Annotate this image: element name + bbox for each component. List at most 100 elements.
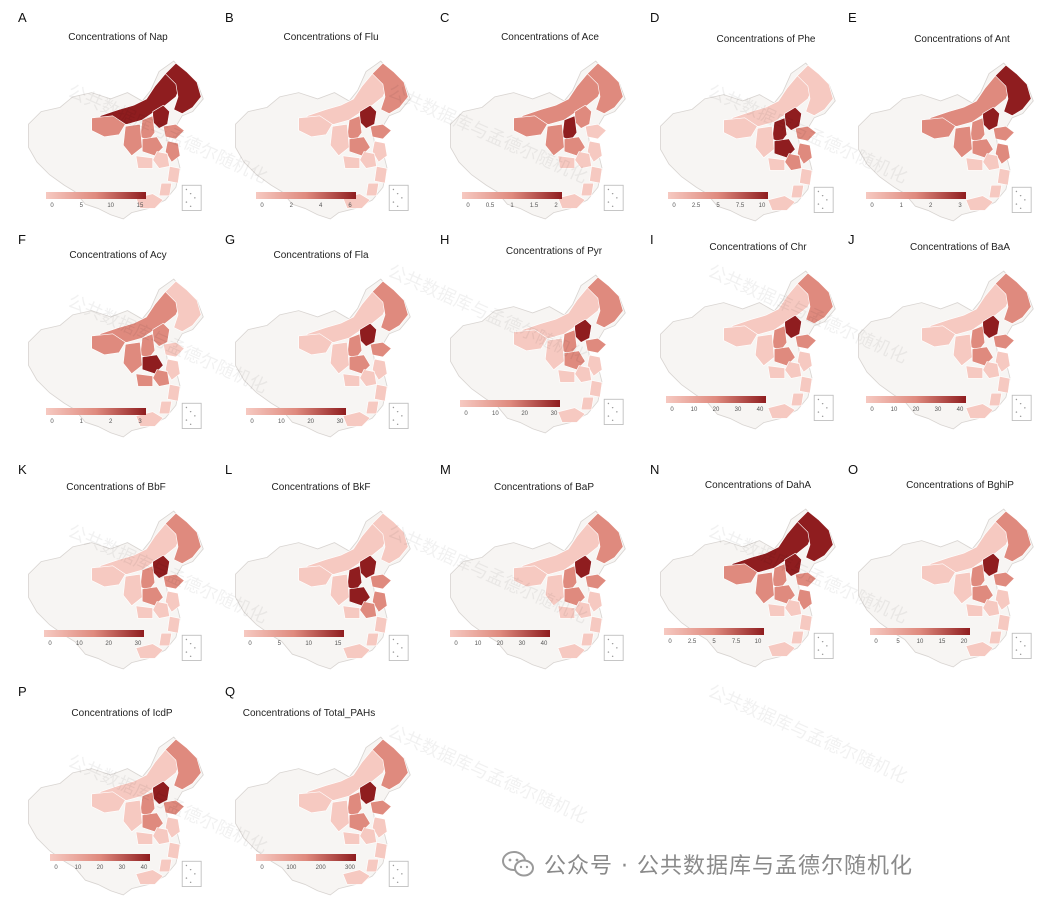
legend-tick-label: 10	[75, 641, 83, 647]
province-henan	[563, 350, 586, 371]
legend-tick-label: 10	[916, 639, 924, 645]
province-guangdong	[965, 403, 994, 419]
panel-title: Concentrations of Ant	[914, 34, 1010, 45]
china-choropleth-map	[28, 60, 204, 220]
legend-tick-label: 10	[754, 639, 762, 645]
province-anhui	[982, 599, 1000, 617]
province-shaanxi	[122, 123, 143, 157]
province-shaanxi	[329, 573, 350, 607]
province-hubei	[342, 155, 361, 169]
province-shaanxi	[544, 573, 565, 607]
province-fujian	[365, 632, 380, 647]
panel-letter: G	[225, 232, 236, 247]
province-fujian	[158, 182, 173, 197]
china-choropleth-map	[660, 508, 836, 668]
inset-island-dot	[817, 398, 820, 401]
legend-tick-label: 30	[550, 411, 558, 417]
inset-island-dot	[396, 881, 399, 884]
inset-island-dot	[392, 406, 395, 409]
inset-island-dot	[185, 651, 188, 653]
legend-tick-label: 0	[672, 203, 676, 209]
south-china-sea-inset	[388, 860, 409, 887]
panel-letter: O	[848, 462, 859, 477]
legend-gradient-bar	[46, 408, 146, 415]
province-gansu	[921, 325, 956, 348]
province-zhejiang	[374, 841, 388, 860]
inset-island-dot	[817, 649, 820, 651]
inset-island-dot	[1015, 398, 1018, 401]
map-panel-h: H Concentrations of Pyr	[440, 232, 640, 457]
legend-tick-label: 200	[315, 865, 326, 871]
province-zhejiang	[799, 613, 813, 632]
map-panel-f: F Concentrations of Acy	[18, 232, 218, 457]
legend-tick-label: 30	[134, 641, 142, 647]
legend-tick-label: 10	[74, 865, 82, 871]
legend-tick-label: 5	[896, 639, 900, 645]
province-anhui	[359, 369, 377, 387]
province-henan	[971, 584, 994, 605]
province-hubei	[135, 373, 154, 387]
province-jiangsu	[587, 354, 603, 377]
inset-island-dot	[1019, 402, 1022, 405]
province-zhejiang	[374, 383, 388, 402]
inset-island-dot	[189, 410, 192, 413]
panel-title: Concentrations of Chr	[709, 242, 807, 253]
inset-island-dot	[392, 864, 395, 867]
inset-island-dot	[396, 423, 399, 426]
province-guangdong	[342, 643, 371, 659]
panel-title: Concentrations of BkF	[271, 482, 371, 493]
province-hubei	[135, 155, 154, 169]
south-china-sea-inset	[388, 634, 409, 661]
south-china-sea-inset	[1011, 186, 1032, 213]
province-gansu	[921, 117, 956, 140]
south-china-sea-inset	[603, 184, 624, 211]
province-zhejiang	[997, 613, 1011, 632]
inset-island-dot	[817, 190, 820, 193]
inset-island-dot	[607, 402, 610, 405]
province-northeast	[371, 280, 409, 333]
legend-tick-label: 10	[305, 641, 312, 647]
map-panel-p: P Concentrations of IcdP	[18, 684, 218, 909]
province-henan	[773, 346, 796, 367]
province-fujian	[158, 632, 173, 647]
province-shandong	[794, 571, 817, 588]
province-zhejiang	[167, 383, 181, 402]
province-jiangsu	[995, 142, 1011, 165]
map-panel-c: C Concentrations of Ace	[440, 10, 640, 235]
inset-island-dot	[401, 415, 403, 417]
inset-island-dot	[185, 864, 188, 867]
panel-letter: H	[440, 232, 450, 247]
panel-title: Concentrations of BaP	[493, 482, 595, 493]
province-shandong	[162, 573, 185, 590]
province-anhui	[784, 361, 802, 379]
inset-island-dot	[189, 423, 192, 426]
province-shaanxi	[754, 333, 775, 367]
map-panel-d: D Concentrations of Phe	[650, 10, 850, 235]
province-anhui	[982, 361, 1000, 379]
province-jiangsu	[587, 140, 603, 163]
legend-gradient-bar	[244, 630, 344, 637]
legend-tick-label: 0	[260, 865, 264, 871]
province-hubei	[767, 603, 786, 617]
legend-tick-label: 3	[958, 203, 962, 209]
legend-tick-label: 40	[756, 407, 764, 413]
south-china-sea-inset	[1011, 632, 1032, 659]
province-henan	[563, 586, 586, 607]
province-shandong	[992, 125, 1015, 142]
province-jiangsu	[797, 588, 813, 611]
panel-letter: F	[18, 232, 26, 247]
inset-island-dot	[1015, 203, 1018, 205]
south-china-sea-inset	[813, 186, 834, 213]
legend-tick-label: 20	[105, 641, 112, 647]
province-shandong	[794, 125, 817, 142]
inset-island-dot	[611, 419, 614, 422]
map-panel-e: E Concentrations of Ant	[848, 10, 1038, 235]
province-shandong	[369, 573, 392, 590]
province-fujian	[365, 858, 380, 873]
south-china-sea-inset	[181, 634, 202, 661]
province-henan	[563, 136, 586, 157]
panel-title: Concentrations of IcdP	[71, 708, 173, 719]
watermark-text: 公共数据库与孟德尔随机化	[704, 680, 911, 788]
province-anhui	[152, 601, 170, 619]
inset-island-dot	[1019, 207, 1022, 210]
